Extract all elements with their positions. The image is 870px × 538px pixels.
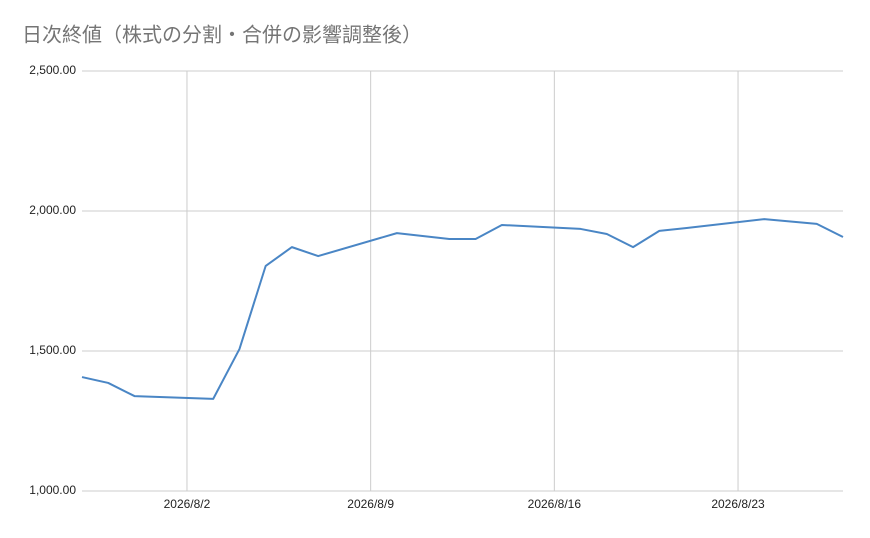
- x-tick-label: 2026/8/23: [711, 497, 765, 511]
- x-tick-label: 2026/8/16: [528, 497, 582, 511]
- chart-title: 日次終値（株式の分割・合併の影響調整後）: [22, 23, 422, 46]
- y-tick-label: 1,500.00: [29, 343, 76, 357]
- y-tick-label: 2,500.00: [29, 63, 76, 77]
- y-tick-label: 2,000.00: [29, 203, 76, 217]
- x-tick-label: 2026/8/2: [164, 497, 211, 511]
- x-tick-label: 2026/8/9: [347, 497, 394, 511]
- data-line: [81, 218, 844, 400]
- y-tick-label: 1,000.00: [29, 483, 76, 497]
